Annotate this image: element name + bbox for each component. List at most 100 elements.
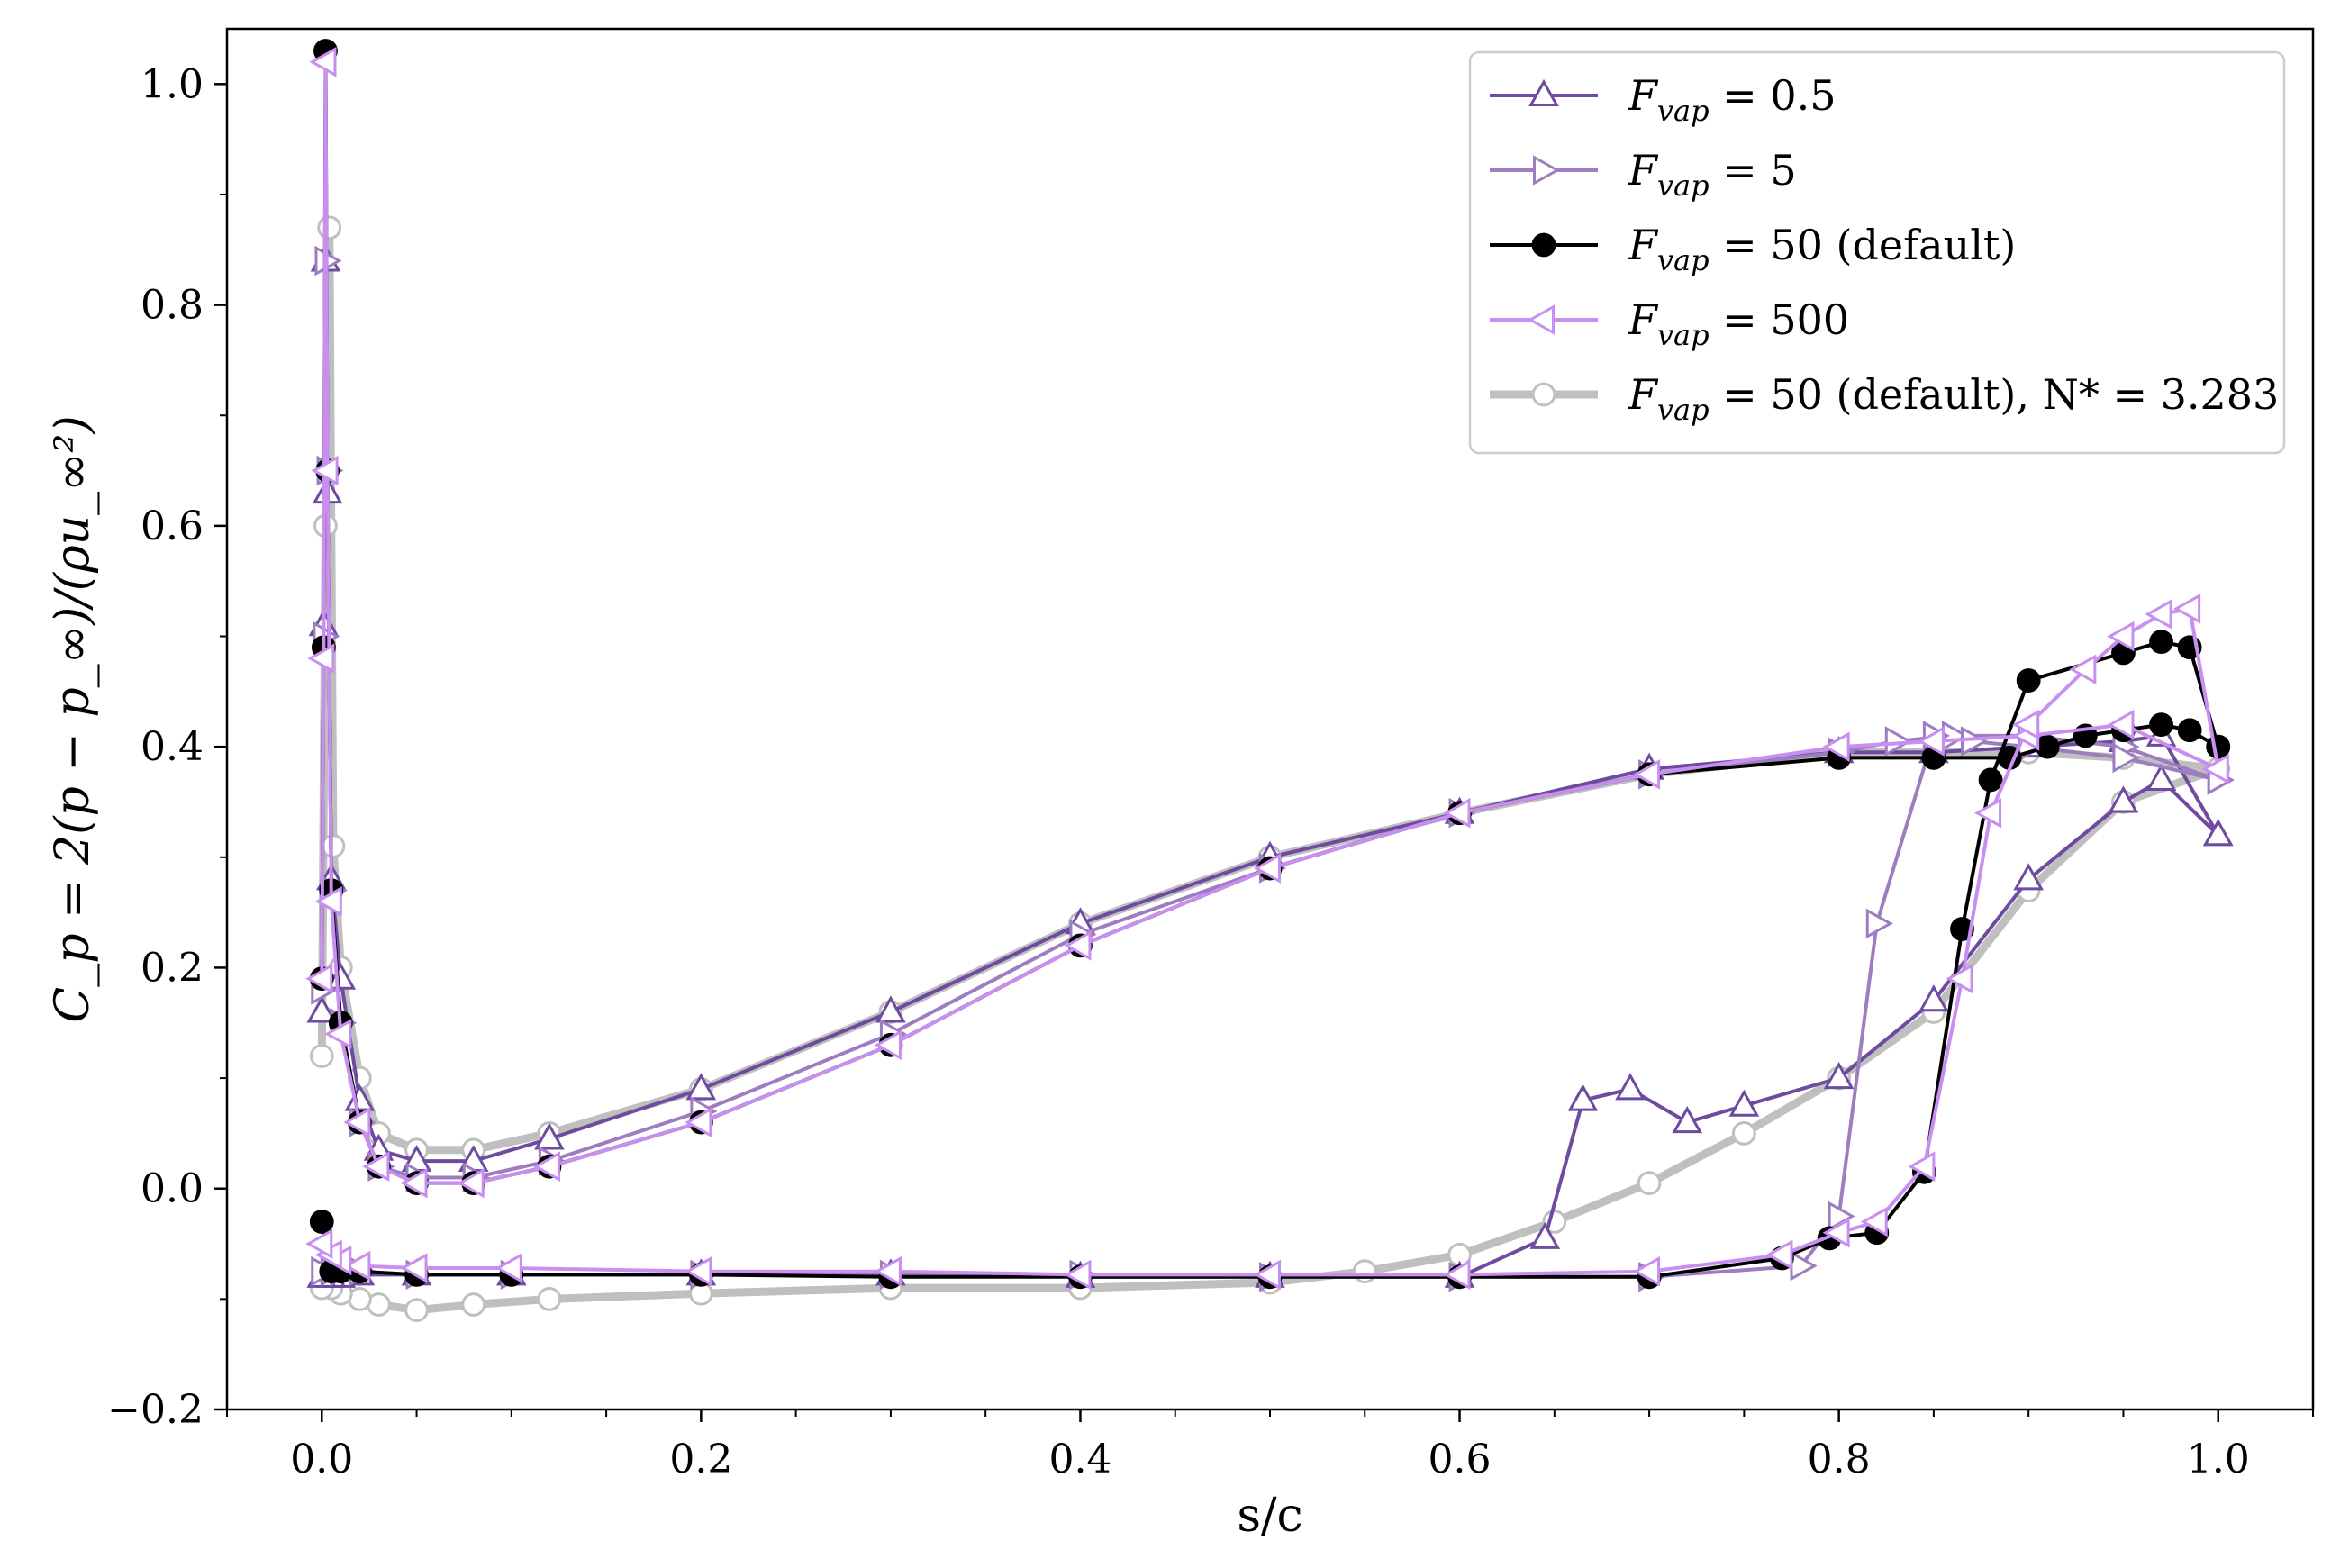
y-tick-label: 1.0 [141,61,204,107]
data-point [2112,742,2140,774]
data-point [305,963,333,994]
data-point [1529,1221,1561,1249]
data-point [875,995,906,1023]
legend-box [1468,50,2286,455]
data-point [1908,1151,1936,1182]
data-point [1531,382,1556,407]
x-tick-label: 0.4 [1048,1437,1111,1482]
data-point [2016,668,2041,693]
x-tick-label: 0.0 [290,1437,353,1482]
data-point [1950,917,1974,941]
data-point [1884,726,1912,757]
data-point [685,1073,717,1101]
data-point [1253,853,1281,884]
legend-label: Fvap = 0.5 [1628,71,1837,128]
data-point [1352,1259,1377,1284]
data-point [1253,1259,1281,1291]
data-point [685,1107,712,1137]
data-point [1443,797,1471,829]
y-tick-label: 0.0 [141,1166,204,1212]
data-point [1615,1073,1646,1101]
legend-item: Fvap = 500 [1490,295,1849,352]
data-point [1672,1106,1703,1134]
y-tick-label: 0.2 [141,945,204,991]
y-tick-label: 0.6 [141,503,204,549]
data-point [1865,908,1893,939]
y-axis-label: C_p = 2(p − p_∞)/(ρu_∞²) [46,415,100,1022]
data-point [324,1019,352,1049]
data-point [1822,731,1850,762]
data-point [314,886,342,917]
data-point [306,995,338,1023]
data-point [1443,1259,1471,1291]
data-point [1064,1259,1092,1291]
legend-label: Fvap = 50 (default), N* = 3.283 [1628,370,2279,427]
data-point [1946,963,1973,994]
data-point [457,1167,485,1199]
legend-label: Fvap = 500 [1628,295,1849,352]
data-point [309,46,337,77]
data-point [2145,599,2172,630]
data-point [2107,709,2135,740]
data-point [1973,797,2002,829]
data-point [2145,763,2177,791]
data-point [362,1151,390,1182]
data-point [309,1044,334,1068]
data-point [2206,734,2231,759]
tick-layer: 0.0 0.2 0.4 0.6 0.8 1.0 −0.2 0.0 0.2 0.4 0.6 0.8 1.0 [107,61,2314,1482]
data-point [1533,155,1561,186]
data-point [1637,1171,1662,1195]
data-point [2013,863,2044,891]
data-point [1765,1239,1793,1271]
data-point [534,1122,565,1150]
x-tick-label: 0.6 [1429,1437,1492,1482]
data-point [2108,785,2139,813]
series-layer [305,39,2235,1323]
data-point [2201,753,2229,784]
x-tick-label: 0.2 [669,1437,732,1482]
data-point [343,1107,371,1137]
data-point [2107,621,2135,652]
legend-item: Fvap = 50 (default) [1490,221,2016,277]
data-point [305,1228,333,1259]
y-tick-label: 0.8 [141,283,204,329]
data-point [1731,1121,1756,1146]
series-4 [305,46,2229,1291]
legend-label: Fvap = 5 [1628,146,1797,203]
data-point [1064,930,1092,961]
data-point [1633,1255,1661,1287]
data-point [311,455,339,486]
x-axis-label: s/c [1237,1489,1302,1543]
data-point [461,1292,486,1317]
data-point [2069,654,2097,685]
legend-label: Fvap = 50 (default) [1628,221,2016,277]
data-point [321,834,346,858]
data-point [874,1029,902,1061]
data-point [685,1255,712,1287]
y-tick-label: 0.4 [141,724,204,770]
data-point [2173,594,2201,624]
data-point [1918,984,1949,1012]
x-tick-label: 1.0 [2187,1437,2250,1482]
data-point [2149,712,2173,738]
data-point [309,1210,334,1234]
data-point [400,1167,428,1199]
data-point [537,1286,562,1311]
y-tick-label: −0.2 [107,1387,204,1433]
data-point [1527,304,1555,335]
data-point [2035,734,2060,759]
legend: Fvap = 0.5 Fvap = 5 Fvap = 50 (default) Fva… [1468,50,2286,455]
data-point [494,1253,522,1283]
data-point [343,1250,371,1282]
legend-item: Fvap = 50 (default), N* = 3.283 [1490,370,2279,427]
data-point [1728,1089,1760,1117]
data-point [1917,726,1945,757]
data-point [325,962,357,990]
data-point [2202,819,2234,847]
data-point [307,643,335,674]
data-point [2012,709,2040,740]
data-point [1978,767,2003,793]
data-point [874,1255,902,1287]
